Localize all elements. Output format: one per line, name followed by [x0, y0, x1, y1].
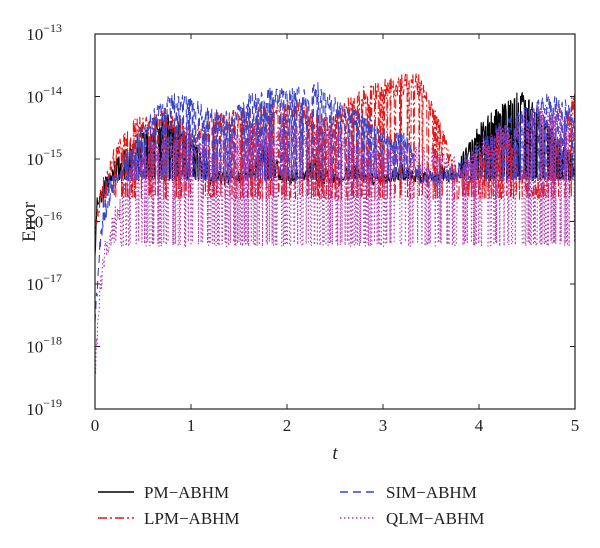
- legend-label-3: QLM−ABHM: [386, 509, 484, 528]
- series-line-3: [95, 102, 575, 375]
- series-line-1: [95, 72, 575, 244]
- x-tick-label-0: 0: [91, 416, 100, 435]
- plot-frame: [94, 33, 576, 410]
- y-tick-label-1: 10−18: [26, 334, 62, 357]
- ticks-layer: 0 1 2 3 4 5 10−19 10−18 10−17 10−16 10−15 10−14 10−1…: [26, 21, 579, 435]
- x-axis-label: t: [332, 443, 338, 464]
- y-tick-label-0: 10−19: [26, 396, 62, 419]
- y-tick-label-4: 10−15: [26, 146, 62, 169]
- y-axis-label: Error: [19, 201, 40, 242]
- x-tick-label-4: 4: [475, 416, 484, 435]
- legend-label-0: PM−ABHM: [144, 483, 229, 502]
- y-tick-label-6: 10−13: [26, 21, 62, 44]
- legend-label-1: LPM−ABHM: [144, 509, 240, 528]
- series-line-2: [95, 82, 575, 323]
- y-tick-label-2: 10−17: [26, 271, 62, 294]
- x-tick-label-5: 5: [571, 416, 580, 435]
- x-tick-label-3: 3: [379, 416, 388, 435]
- y-tick-label-5: 10−14: [26, 84, 62, 107]
- x-tick-label-2: 2: [283, 416, 292, 435]
- y-tick-label-3: 10−16: [26, 209, 62, 232]
- legend: PM−ABHM SIM−ABHM LPM−ABHM QLM−ABHM: [98, 483, 484, 528]
- legend-label-2: SIM−ABHM: [386, 483, 477, 502]
- x-tick-label-1: 1: [187, 416, 196, 435]
- series-layer: [95, 72, 575, 375]
